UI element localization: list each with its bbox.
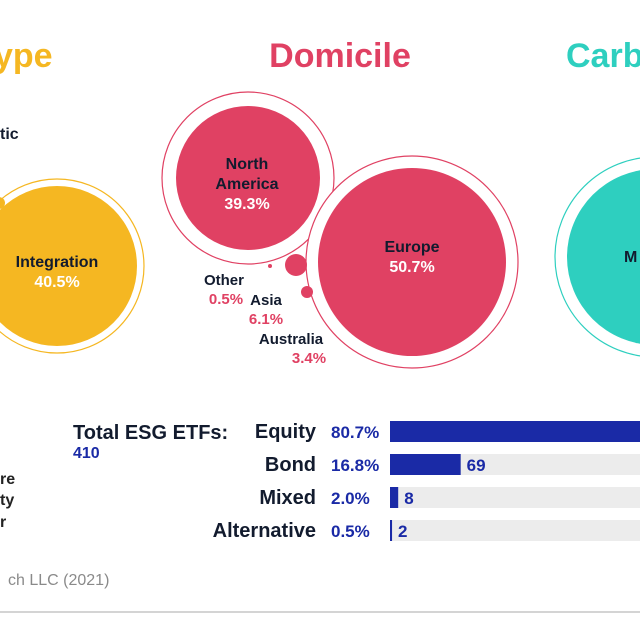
- north-america-value: 39.3%: [224, 196, 269, 213]
- total-etfs-title: Total ESG ETFs:: [73, 422, 228, 444]
- asia-bubble: [285, 254, 307, 276]
- europe-label: Europe: [384, 239, 439, 256]
- asia-value: 6.1%: [249, 311, 283, 328]
- carbon-bubble: [567, 170, 640, 344]
- europe-value: 50.7%: [389, 259, 434, 276]
- carbon-panel-title: Carb: [566, 37, 640, 75]
- north-america-bubble: [176, 106, 320, 250]
- bar-pct-bond: 16.8%: [331, 456, 379, 475]
- bar-pct-mixed: 2.0%: [331, 489, 370, 508]
- type-bubble-partial-label: tic: [0, 126, 19, 143]
- left-fragment-1: re: [0, 471, 16, 488]
- bar-bond: [390, 454, 461, 475]
- bar-category-mixed: Mixed: [259, 487, 316, 509]
- bar-track-alternative: [390, 520, 640, 541]
- other-bubble: [268, 264, 272, 268]
- europe-bubble: [318, 168, 506, 356]
- source-credit: ch LLC (2021): [8, 572, 110, 589]
- bar-value-bond: 69: [467, 456, 486, 475]
- bar-alternative: [390, 520, 393, 541]
- bar-equity: [390, 421, 640, 442]
- north-america-label-line1: North: [226, 156, 269, 173]
- bar-category-alternative: Alternative: [213, 520, 316, 542]
- australia-bubble: [301, 286, 313, 298]
- total-etfs-count: 410: [73, 445, 100, 462]
- north-america-label-line2: America: [215, 176, 278, 193]
- australia-label: Australia: [259, 331, 324, 348]
- carbon-bubble-outline: [554, 157, 640, 357]
- type-bubble-small: [0, 197, 5, 209]
- bar-chart-rows: Equity 80.7% Bond 16.8% 69 Mixed 2.0% 8 Alternat…: [213, 421, 640, 542]
- integration-label: Integration: [16, 254, 99, 271]
- left-fragment-2: ty: [0, 492, 15, 509]
- type-bubble-integration: [0, 186, 137, 346]
- carbon-bubble-partial-label: M: [624, 249, 637, 266]
- bar-pct-alternative: 0.5%: [331, 522, 370, 541]
- bar-mixed: [390, 487, 399, 508]
- integration-value: 40.5%: [34, 274, 79, 291]
- asia-label: Asia: [250, 292, 282, 309]
- other-label: Other: [204, 272, 244, 289]
- bar-category-equity: Equity: [255, 421, 317, 443]
- bar-category-bond: Bond: [265, 454, 316, 476]
- type-panel-title: ype: [0, 37, 53, 75]
- left-fragment-3: r: [0, 514, 7, 531]
- australia-value: 3.4%: [292, 350, 326, 367]
- bar-track-mixed: [390, 487, 640, 508]
- other-value: 0.5%: [209, 291, 243, 308]
- bar-pct-equity: 80.7%: [331, 423, 379, 442]
- domicile-panel-title: Domicile: [269, 37, 411, 75]
- footer-divider: [0, 611, 640, 613]
- bar-value-alternative: 2: [398, 522, 407, 541]
- bar-value-mixed: 8: [404, 489, 413, 508]
- type-bubble-outline: [0, 178, 145, 354]
